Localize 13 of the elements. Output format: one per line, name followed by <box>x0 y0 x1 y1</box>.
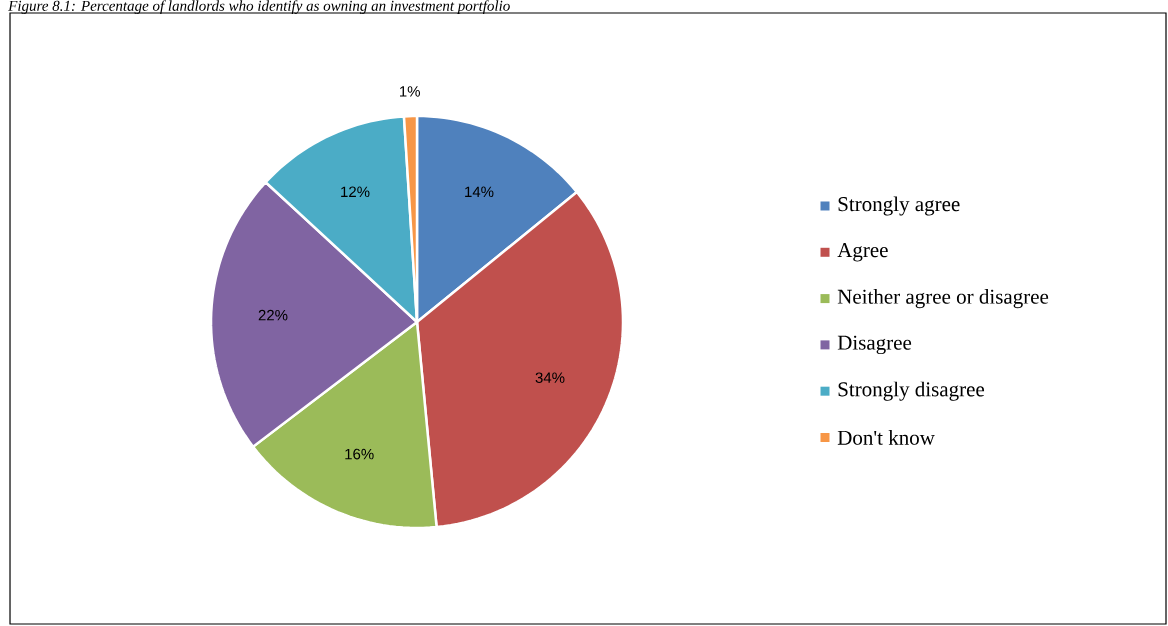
data-label: 16% <box>345 448 374 460</box>
data-label: 12% <box>341 186 370 198</box>
data-label: 1% <box>400 86 420 97</box>
legend-label: Agree <box>837 243 888 262</box>
legend-label: Strongly agree <box>838 196 960 216</box>
data-label: 14% <box>465 186 494 198</box>
data-label: 22% <box>258 309 288 321</box>
legend-label: Disagree <box>837 335 912 355</box>
data-label: 34% <box>535 372 565 383</box>
chart-title: Figure 8.1: Percentage of landlords who identify as owning an investment portfolio <box>8 0 510 14</box>
legend-label: Don't know <box>837 430 935 445</box>
legend-label: Neither agree or disagree <box>837 289 1049 309</box>
legend-label: Strongly disagree <box>838 381 985 401</box>
